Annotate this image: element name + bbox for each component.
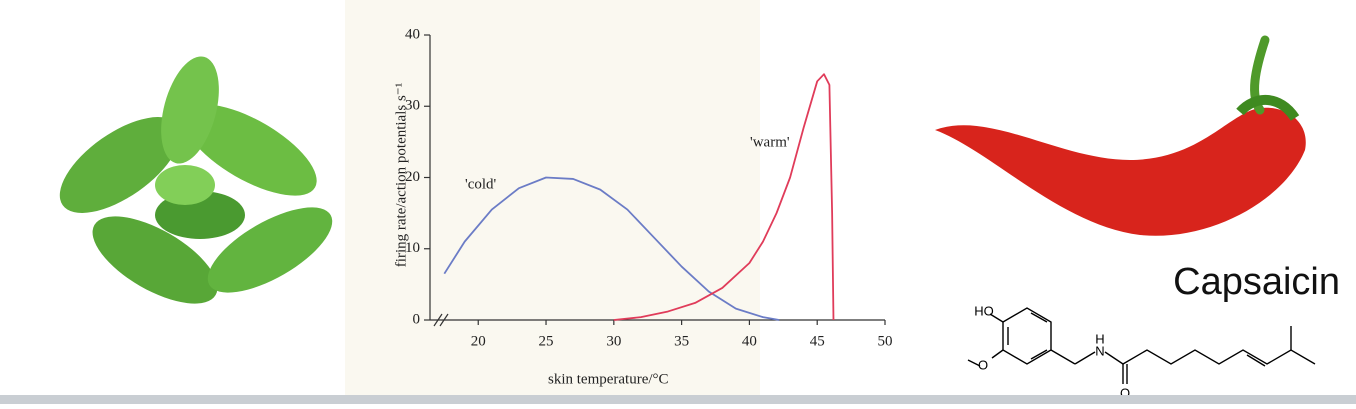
- x-tick-label: 50: [878, 333, 893, 349]
- footer-bar: [0, 395, 1356, 404]
- series-line: [613, 73, 835, 321]
- atom-label: O: [1120, 385, 1130, 400]
- x-tick-label: 30: [606, 333, 621, 349]
- series-line: [443, 176, 780, 321]
- atom-label: H: [1095, 331, 1104, 346]
- y-tick-label: 40: [405, 26, 420, 42]
- caption: Capsaicin: [1173, 261, 1340, 303]
- x-tick-label: 20: [471, 333, 486, 349]
- x-tick-label: 40: [742, 333, 757, 349]
- x-tick-label: 45: [810, 333, 825, 349]
- x-tick-label: 35: [674, 333, 689, 349]
- y-tick-label: 10: [405, 240, 420, 256]
- atom-label: HO: [974, 303, 994, 318]
- y-tick-label: 0: [413, 311, 421, 327]
- mint-image: [59, 56, 333, 304]
- chili-image: [935, 35, 1306, 236]
- atom-label: N: [1095, 343, 1104, 358]
- x-tick-label: 25: [539, 333, 554, 349]
- atom-label: O: [978, 357, 988, 372]
- series-annotation: 'cold': [465, 176, 497, 192]
- series-annotation: 'warm': [750, 134, 790, 150]
- y-tick-label: 20: [405, 169, 420, 185]
- y-axis-label: firing rate/action potentials s⁻¹: [393, 83, 409, 267]
- x-axis-label: skin temperature/°C: [548, 371, 669, 387]
- chart-background: [345, 0, 760, 395]
- molecule: [967, 307, 1316, 384]
- y-tick-label: 30: [405, 98, 420, 114]
